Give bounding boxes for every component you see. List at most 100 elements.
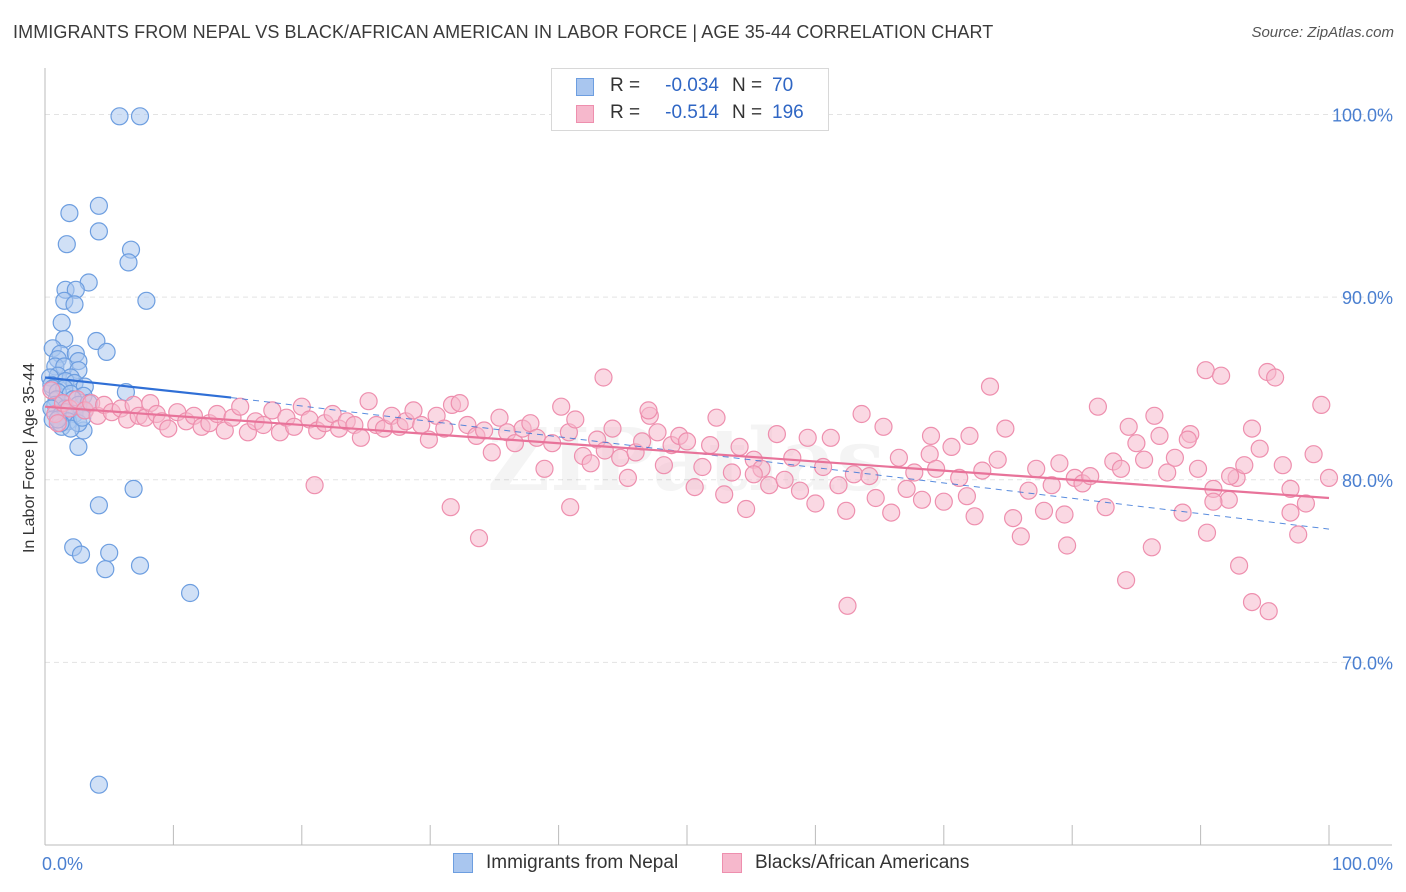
- legend-series-name: Immigrants from Nepal: [486, 852, 679, 873]
- black-points: [42, 361, 1339, 621]
- black-point: [618, 468, 638, 487]
- nepal-point: [52, 313, 71, 332]
- black-point: [996, 419, 1015, 438]
- black-point: [950, 468, 969, 487]
- black-point: [595, 441, 614, 460]
- black-point: [469, 529, 489, 548]
- black-point: [988, 450, 1007, 469]
- chart-title: IMMIGRANTS FROM NEPAL VS BLACK/AFRICAN A…: [13, 22, 994, 42]
- legend-r-value: -0.514: [665, 102, 719, 123]
- black-point: [1204, 492, 1223, 511]
- nepal-point: [97, 342, 116, 361]
- black-point: [874, 417, 893, 436]
- black-point: [783, 448, 802, 467]
- black-point: [730, 437, 749, 456]
- black-point: [685, 478, 704, 497]
- black-point: [48, 414, 67, 433]
- x-tick-label: 100.0%: [1332, 854, 1393, 874]
- black-point: [852, 404, 871, 424]
- black-point: [1034, 501, 1054, 520]
- black-point: [760, 476, 779, 495]
- black-point: [980, 377, 1000, 396]
- legend-n-label: N =: [732, 75, 763, 96]
- black-point: [1111, 459, 1131, 478]
- y-tick-label: 70.0%: [1342, 653, 1393, 673]
- black-point: [1242, 419, 1262, 438]
- tick-labels: 70.0% 80.0% 90.0% 100.0% 0.0% 100.0%: [42, 106, 1393, 874]
- black-point: [1259, 602, 1278, 621]
- black-point: [1165, 448, 1185, 467]
- black-point: [1027, 459, 1046, 478]
- black-point: [1211, 366, 1231, 385]
- black-point: [700, 436, 720, 455]
- black-point: [1250, 439, 1269, 458]
- black-point: [1196, 361, 1215, 380]
- black-point: [1158, 463, 1177, 482]
- nepal-trend-line: [231, 397, 1330, 530]
- nepal-point: [124, 479, 143, 498]
- black-point: [973, 461, 992, 480]
- black-point: [42, 381, 61, 400]
- black-point: [1050, 454, 1069, 473]
- black-point: [603, 419, 622, 438]
- black-point: [535, 459, 554, 478]
- black-point: [552, 397, 571, 416]
- nepal-point: [65, 295, 84, 314]
- black-point: [1119, 417, 1138, 436]
- black-point: [254, 415, 273, 435]
- black-point: [1319, 468, 1339, 487]
- black-point: [957, 487, 977, 506]
- black-point: [1127, 434, 1146, 453]
- black-point: [305, 476, 324, 495]
- black-point: [965, 507, 984, 526]
- black-point: [1134, 450, 1154, 469]
- black-point: [1265, 368, 1285, 387]
- legend-n-value: 70: [772, 75, 794, 96]
- black-point: [1188, 459, 1208, 478]
- black-point: [837, 501, 856, 520]
- black-point: [1142, 538, 1161, 557]
- correlation-legend: R = -0.034 N = 70 R = -0.514 N = 196: [551, 68, 829, 131]
- black-point: [1042, 476, 1061, 495]
- black-point: [1235, 456, 1254, 475]
- x-tick-label: 0.0%: [42, 854, 83, 874]
- nepal-point: [60, 204, 79, 223]
- legend-swatch-pink: [722, 853, 742, 873]
- y-axis-label: In Labor Force | Age 35-44: [21, 363, 38, 553]
- black-point: [798, 428, 817, 447]
- black-point: [722, 463, 742, 482]
- black-point: [639, 401, 658, 420]
- legend-n-label: N =: [732, 102, 763, 123]
- black-point: [1296, 494, 1316, 513]
- y-tick-label: 80.0%: [1342, 471, 1393, 491]
- legend-swatch-blue: [453, 853, 473, 873]
- black-point: [1304, 445, 1323, 464]
- black-trend-line: [44, 405, 1330, 500]
- black-point: [1057, 536, 1077, 555]
- nepal-point: [119, 253, 138, 272]
- black-point: [912, 490, 932, 509]
- black-point: [960, 426, 979, 445]
- legend-n-value: 196: [772, 102, 804, 123]
- black-point: [648, 423, 667, 442]
- black-point: [450, 394, 469, 413]
- black-point: [490, 408, 509, 427]
- y-tick-label: 90.0%: [1342, 288, 1393, 308]
- nepal-point: [89, 222, 109, 241]
- black-point: [527, 428, 546, 447]
- legend-r-label: R =: [610, 102, 641, 123]
- black-point: [693, 457, 712, 477]
- black-point: [844, 465, 864, 484]
- black-point: [838, 596, 857, 615]
- black-point: [1003, 508, 1023, 528]
- black-point: [882, 503, 901, 522]
- black-point: [1088, 397, 1108, 416]
- black-point: [482, 443, 501, 462]
- black-point: [441, 498, 460, 517]
- legend-r-label: R =: [610, 75, 641, 96]
- nepal-points: [40, 107, 200, 794]
- black-point: [611, 448, 630, 467]
- black-point: [744, 465, 763, 484]
- nepal-point: [137, 291, 156, 310]
- black-point: [707, 408, 726, 427]
